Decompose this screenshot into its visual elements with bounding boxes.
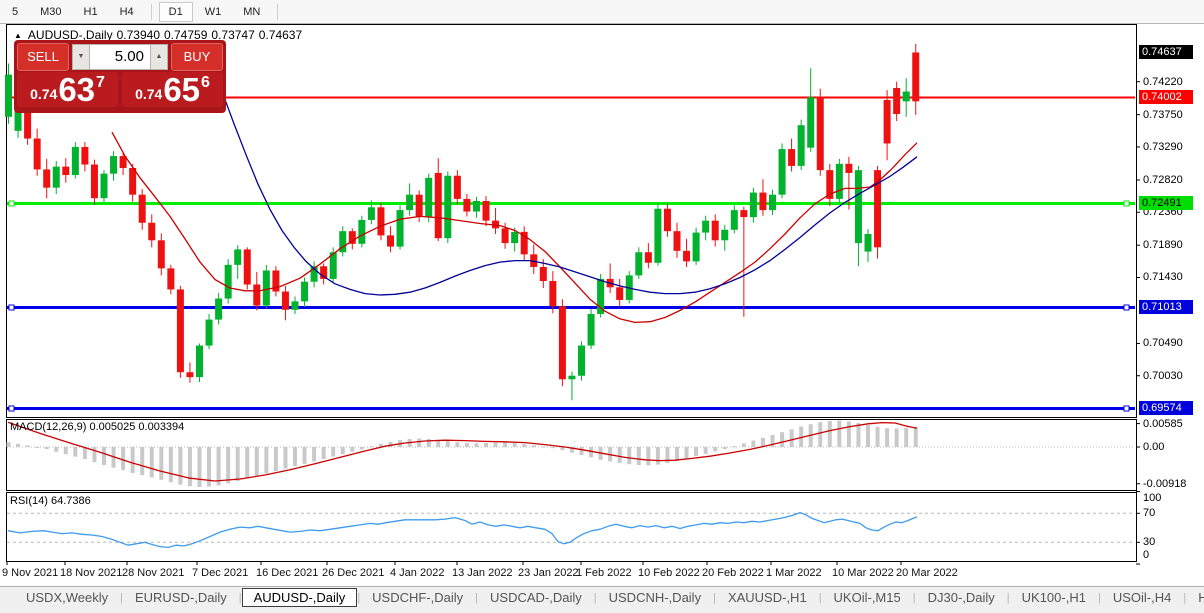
tab-separator: | [818,591,822,604]
rsi-label: RSI(14) 64.7386 [10,495,91,507]
date-tick-label: 23 Jan 2022 [518,567,579,579]
chart-tab-ukoil[interactable]: UKOil-,M15 [833,590,901,605]
tab-separator: | [120,591,123,604]
tab-separator: | [1183,591,1187,604]
rsi-scale-label: 70 [1143,507,1156,520]
tab-separator: | [357,591,361,604]
date-tick-label: 20 Feb 2022 [702,567,764,579]
chart-tab-usdchf[interactable]: USDCHF-,Daily [372,590,464,605]
buy-price-display[interactable]: 0.74 65 6 [122,72,223,107]
date-tick-label: 26 Dec 2021 [322,567,385,579]
sell-price-big: 63 [58,71,96,108]
sell-price-display[interactable]: 0.74 63 7 [17,72,118,107]
date-tick-label: 10 Feb 2022 [638,567,700,579]
tab-separator: | [1097,591,1101,604]
price-tick-label: 0.72820 [1143,173,1183,186]
volume-increase-icon[interactable]: ▲ [150,43,168,70]
date-tick-label: 28 Nov 2021 [122,567,185,579]
timeframe-toolbar: 5 M30 H1 H4 D1 W1 MN [0,0,1204,24]
date-tick-label: 1 Feb 2022 [576,567,632,579]
sell-button[interactable]: SELL [17,42,69,71]
chart-title: AUDUSD-,Daily [27,28,113,42]
macd-label: MACD(12,26,9) 0.005025 0.003394 [10,421,185,433]
date-tick-label: 7 Dec 2021 [192,567,249,579]
sell-price-prefix: 0.74 [30,86,58,102]
macd-scale-label: 0.00 [1143,441,1165,453]
toolbar-separator [277,3,279,20]
price-tick-label: 0.70490 [1143,337,1183,350]
date-tick-label: 1 Mar 2022 [766,567,822,579]
chart-tab-usoil[interactable]: USOil-,H4 [1112,590,1172,605]
chart-tab-hk50[interactable]: HK50-,Daily [1198,590,1204,605]
price-badge-resistance-line: 0.74002 [1139,90,1193,104]
price-tick-label: 0.73750 [1143,108,1183,121]
buy-price-pip: 6 [201,74,210,91]
chart-tab-audusd[interactable]: AUDUSD-,Daily [241,588,358,607]
tab-separator: | [713,591,716,604]
timeframe-button-w1[interactable]: W1 [204,5,222,18]
chart-tab-dj30[interactable]: DJ30-,Daily [927,590,995,605]
timeframe-button-m30[interactable]: M30 [40,5,62,18]
ohlc-high: 0.74759 [164,28,208,42]
rsi-scale-label: 0 [1143,549,1150,561]
chart-tab-usdcad[interactable]: USDCAD-,Daily [490,590,582,605]
price-badge-current-price: 0.74637 [1139,45,1193,60]
one-click-trade-panel: SELL ▼ 5.00 ▲ BUY 0.74 63 7 0.74 65 6 [14,40,226,113]
date-tick-label: 18 Nov 2021 [60,567,123,579]
date-tick-label: 4 Jan 2022 [390,567,445,579]
buy-price-prefix: 0.74 [135,86,163,102]
price-badge-blue-level-2: 0.69574 [1139,400,1193,415]
date-tick-label: 20 Mar 2022 [896,567,958,579]
price-tick-label: 0.71890 [1143,239,1183,252]
price-tick-label: 0.74220 [1143,75,1183,88]
price-tick-label: 0.73290 [1143,140,1183,153]
chart-tab-usdcnh[interactable]: USDCNH-,Daily [608,590,702,605]
date-tick-label: 13 Jan 2022 [452,567,513,579]
ohlc-low: 0.73747 [211,28,255,42]
tab-separator: | [593,591,597,604]
date-tick-label: 16 Dec 2021 [256,567,319,579]
ohlc-close: 0.74637 [258,28,303,42]
price-badge-blue-level-1: 0.71013 [1139,299,1193,314]
toolbar-separator [150,3,152,20]
price-badge-green-level: 0.72491 [1139,196,1193,211]
buy-price-big: 65 [163,71,201,108]
price-tick-label: 0.70030 [1143,369,1183,382]
macd-scale-label: -0.00918 [1143,477,1187,490]
ohlc-open: 0.73940 [116,28,160,42]
rsi-scale-label: 30 [1143,536,1156,549]
date-tick-label: 9 Nov 2021 [2,567,59,579]
chart-tab-xauusd[interactable]: XAUUSD-,H1 [727,590,807,605]
volume-decrease-icon[interactable]: ▼ [72,43,90,70]
date-tick-label: 10 Mar 2022 [832,567,894,579]
chart-tab-bar: USDX,Weekly | EURUSD-,Daily | AUDUSD-,Daily |… [0,586,1204,608]
chart-tab-usdx[interactable]: USDX,Weekly [26,590,109,605]
rsi-scale-label: 100 [1143,492,1162,504]
timeframe-button-mn[interactable]: MN [243,5,261,18]
price-tick-label: 0.71430 [1143,271,1183,284]
buy-button[interactable]: BUY [171,42,223,71]
volume-input[interactable]: 5.00 [90,43,150,70]
timeframe-button-5[interactable]: 5 [12,5,19,18]
chart-tab-uk100[interactable]: UK100-,H1 [1021,590,1086,605]
macd-scale-label: 0.00585 [1143,417,1183,430]
tab-separator: | [912,591,916,604]
tab-separator: | [238,591,242,604]
tab-separator: | [475,591,479,604]
collapse-panel-icon[interactable]: ▲ [14,31,22,40]
timeframe-button-h1[interactable]: H1 [83,5,98,18]
chart-header: ▲ AUDUSD-,Daily 0.73940 0.74759 0.73747 0.746… [14,28,306,42]
tab-separator: | [1006,591,1010,604]
chart-tab-eurusd[interactable]: EURUSD-,Daily [134,590,227,605]
sell-price-pip: 7 [96,74,105,91]
timeframe-button-h4[interactable]: H4 [119,5,134,18]
timeframe-button-d1[interactable]: D1 [158,1,193,22]
